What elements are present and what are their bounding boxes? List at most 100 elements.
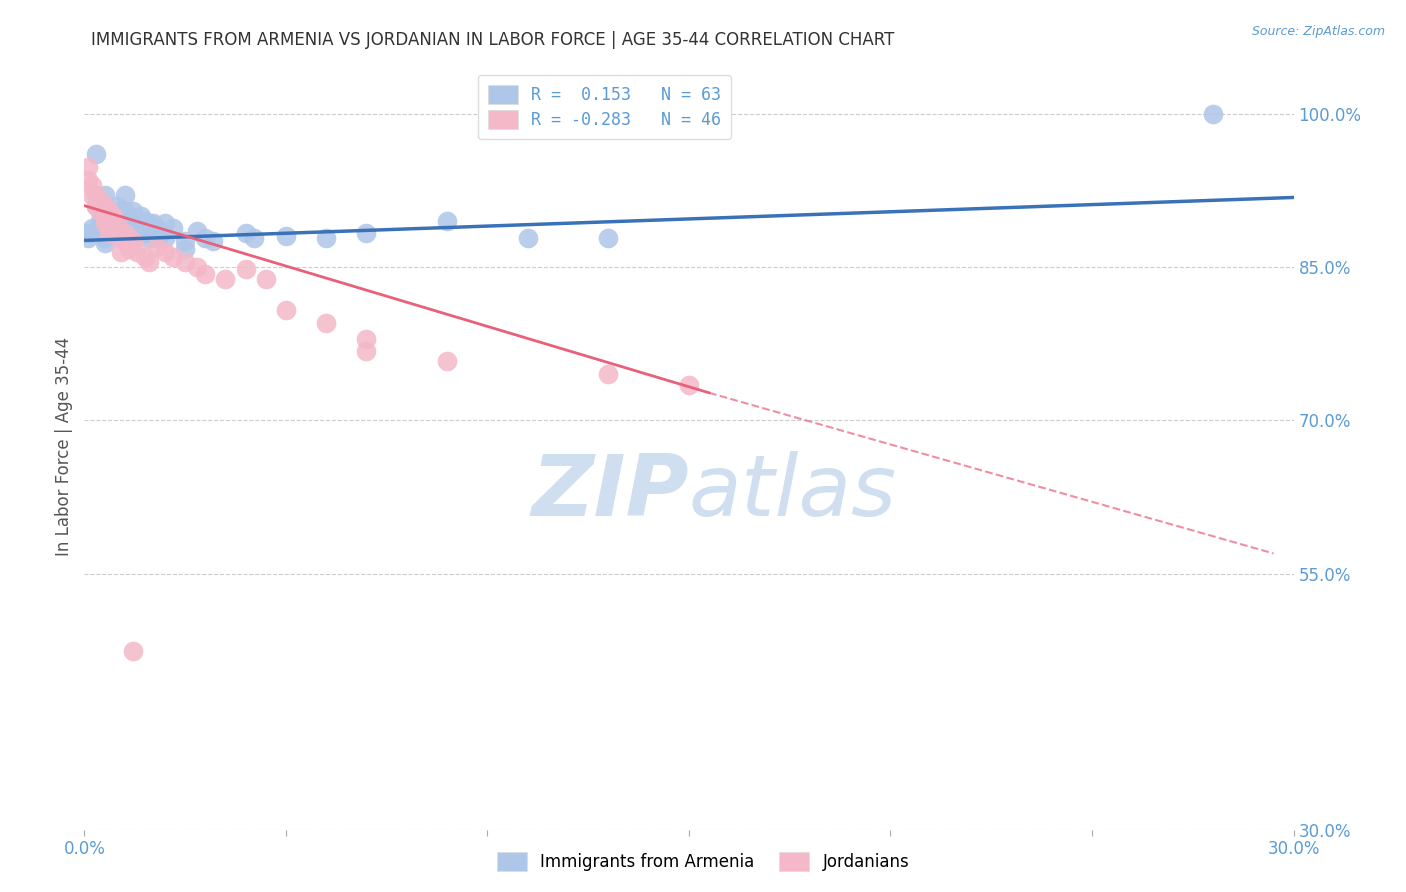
Point — [516, 231, 538, 245]
Point — [97, 203, 120, 218]
Point — [89, 203, 111, 218]
Point — [315, 316, 337, 330]
Point — [194, 267, 217, 281]
Point — [93, 199, 115, 213]
Point — [153, 244, 176, 259]
Point — [97, 226, 120, 240]
Point — [134, 226, 156, 240]
Point — [118, 214, 141, 228]
Point — [129, 209, 152, 223]
Point — [242, 231, 264, 245]
Point — [89, 221, 111, 235]
Point — [315, 231, 337, 245]
Point — [162, 221, 184, 235]
Point — [356, 343, 378, 358]
Point — [125, 244, 148, 259]
Point — [146, 239, 169, 253]
Point — [114, 203, 136, 218]
Point — [114, 216, 136, 230]
Text: IMMIGRANTS FROM ARMENIA VS JORDANIAN IN LABOR FORCE | AGE 35-44 CORRELATION CHAR: IMMIGRANTS FROM ARMENIA VS JORDANIAN IN … — [91, 31, 894, 49]
Legend: Immigrants from Armenia, Jordanians: Immigrants from Armenia, Jordanians — [488, 843, 918, 880]
Point — [598, 231, 620, 245]
Point — [93, 231, 115, 245]
Point — [93, 199, 115, 213]
Point — [138, 231, 160, 245]
Point — [121, 643, 143, 657]
Point — [678, 377, 700, 392]
Point — [129, 216, 152, 230]
Point — [121, 203, 143, 218]
Point — [89, 226, 111, 240]
Point — [77, 231, 100, 245]
Point — [82, 178, 104, 193]
Point — [89, 194, 111, 208]
Point — [97, 216, 120, 230]
Point — [89, 203, 111, 218]
Point — [186, 260, 208, 274]
Point — [89, 214, 111, 228]
Point — [114, 235, 136, 249]
Legend: R =  0.153   N = 63, R = -0.283   N = 46: R = 0.153 N = 63, R = -0.283 N = 46 — [478, 75, 731, 139]
Point — [125, 216, 148, 230]
Point — [174, 255, 197, 269]
Point — [93, 226, 115, 240]
Point — [436, 354, 458, 368]
Point — [134, 214, 156, 228]
Point — [235, 226, 257, 240]
Point — [356, 226, 378, 240]
Point — [110, 231, 132, 245]
Point — [86, 188, 108, 202]
Point — [77, 226, 100, 240]
Point — [86, 199, 108, 213]
Point — [93, 216, 115, 230]
Point — [77, 160, 100, 174]
Point — [86, 188, 108, 202]
Point — [93, 209, 115, 223]
Point — [174, 242, 197, 256]
Point — [174, 235, 197, 249]
Point — [118, 242, 141, 256]
Point — [121, 235, 143, 249]
Point — [105, 216, 128, 230]
Point — [114, 226, 136, 240]
Y-axis label: In Labor Force | Age 35-44: In Labor Force | Age 35-44 — [55, 336, 73, 556]
Point — [101, 221, 124, 235]
Point — [105, 216, 128, 230]
Point — [93, 236, 115, 251]
Point — [93, 209, 115, 223]
Point — [138, 255, 160, 269]
Point — [105, 229, 128, 244]
Text: atlas: atlas — [689, 450, 897, 533]
Point — [110, 203, 132, 218]
Point — [134, 250, 156, 264]
Point — [153, 216, 176, 230]
Point — [82, 226, 104, 240]
Point — [254, 272, 277, 286]
Point — [97, 214, 120, 228]
Point — [125, 226, 148, 240]
Point — [105, 199, 128, 213]
Point — [77, 173, 100, 187]
Point — [110, 244, 132, 259]
Point — [86, 199, 108, 213]
Point — [86, 147, 108, 161]
Point — [110, 216, 132, 230]
Point — [186, 224, 208, 238]
Point — [138, 216, 160, 230]
Text: ZIP: ZIP — [531, 450, 689, 533]
Point — [97, 226, 120, 240]
Point — [118, 224, 141, 238]
Point — [114, 188, 136, 202]
Point — [274, 229, 297, 244]
Point — [82, 188, 104, 202]
Point — [436, 214, 458, 228]
Point — [194, 231, 217, 245]
Point — [1202, 106, 1225, 120]
Point — [97, 203, 120, 218]
Point — [235, 262, 257, 277]
Point — [146, 221, 169, 235]
Point — [598, 368, 620, 382]
Point — [105, 209, 128, 223]
Point — [93, 188, 115, 202]
Point — [93, 216, 115, 230]
